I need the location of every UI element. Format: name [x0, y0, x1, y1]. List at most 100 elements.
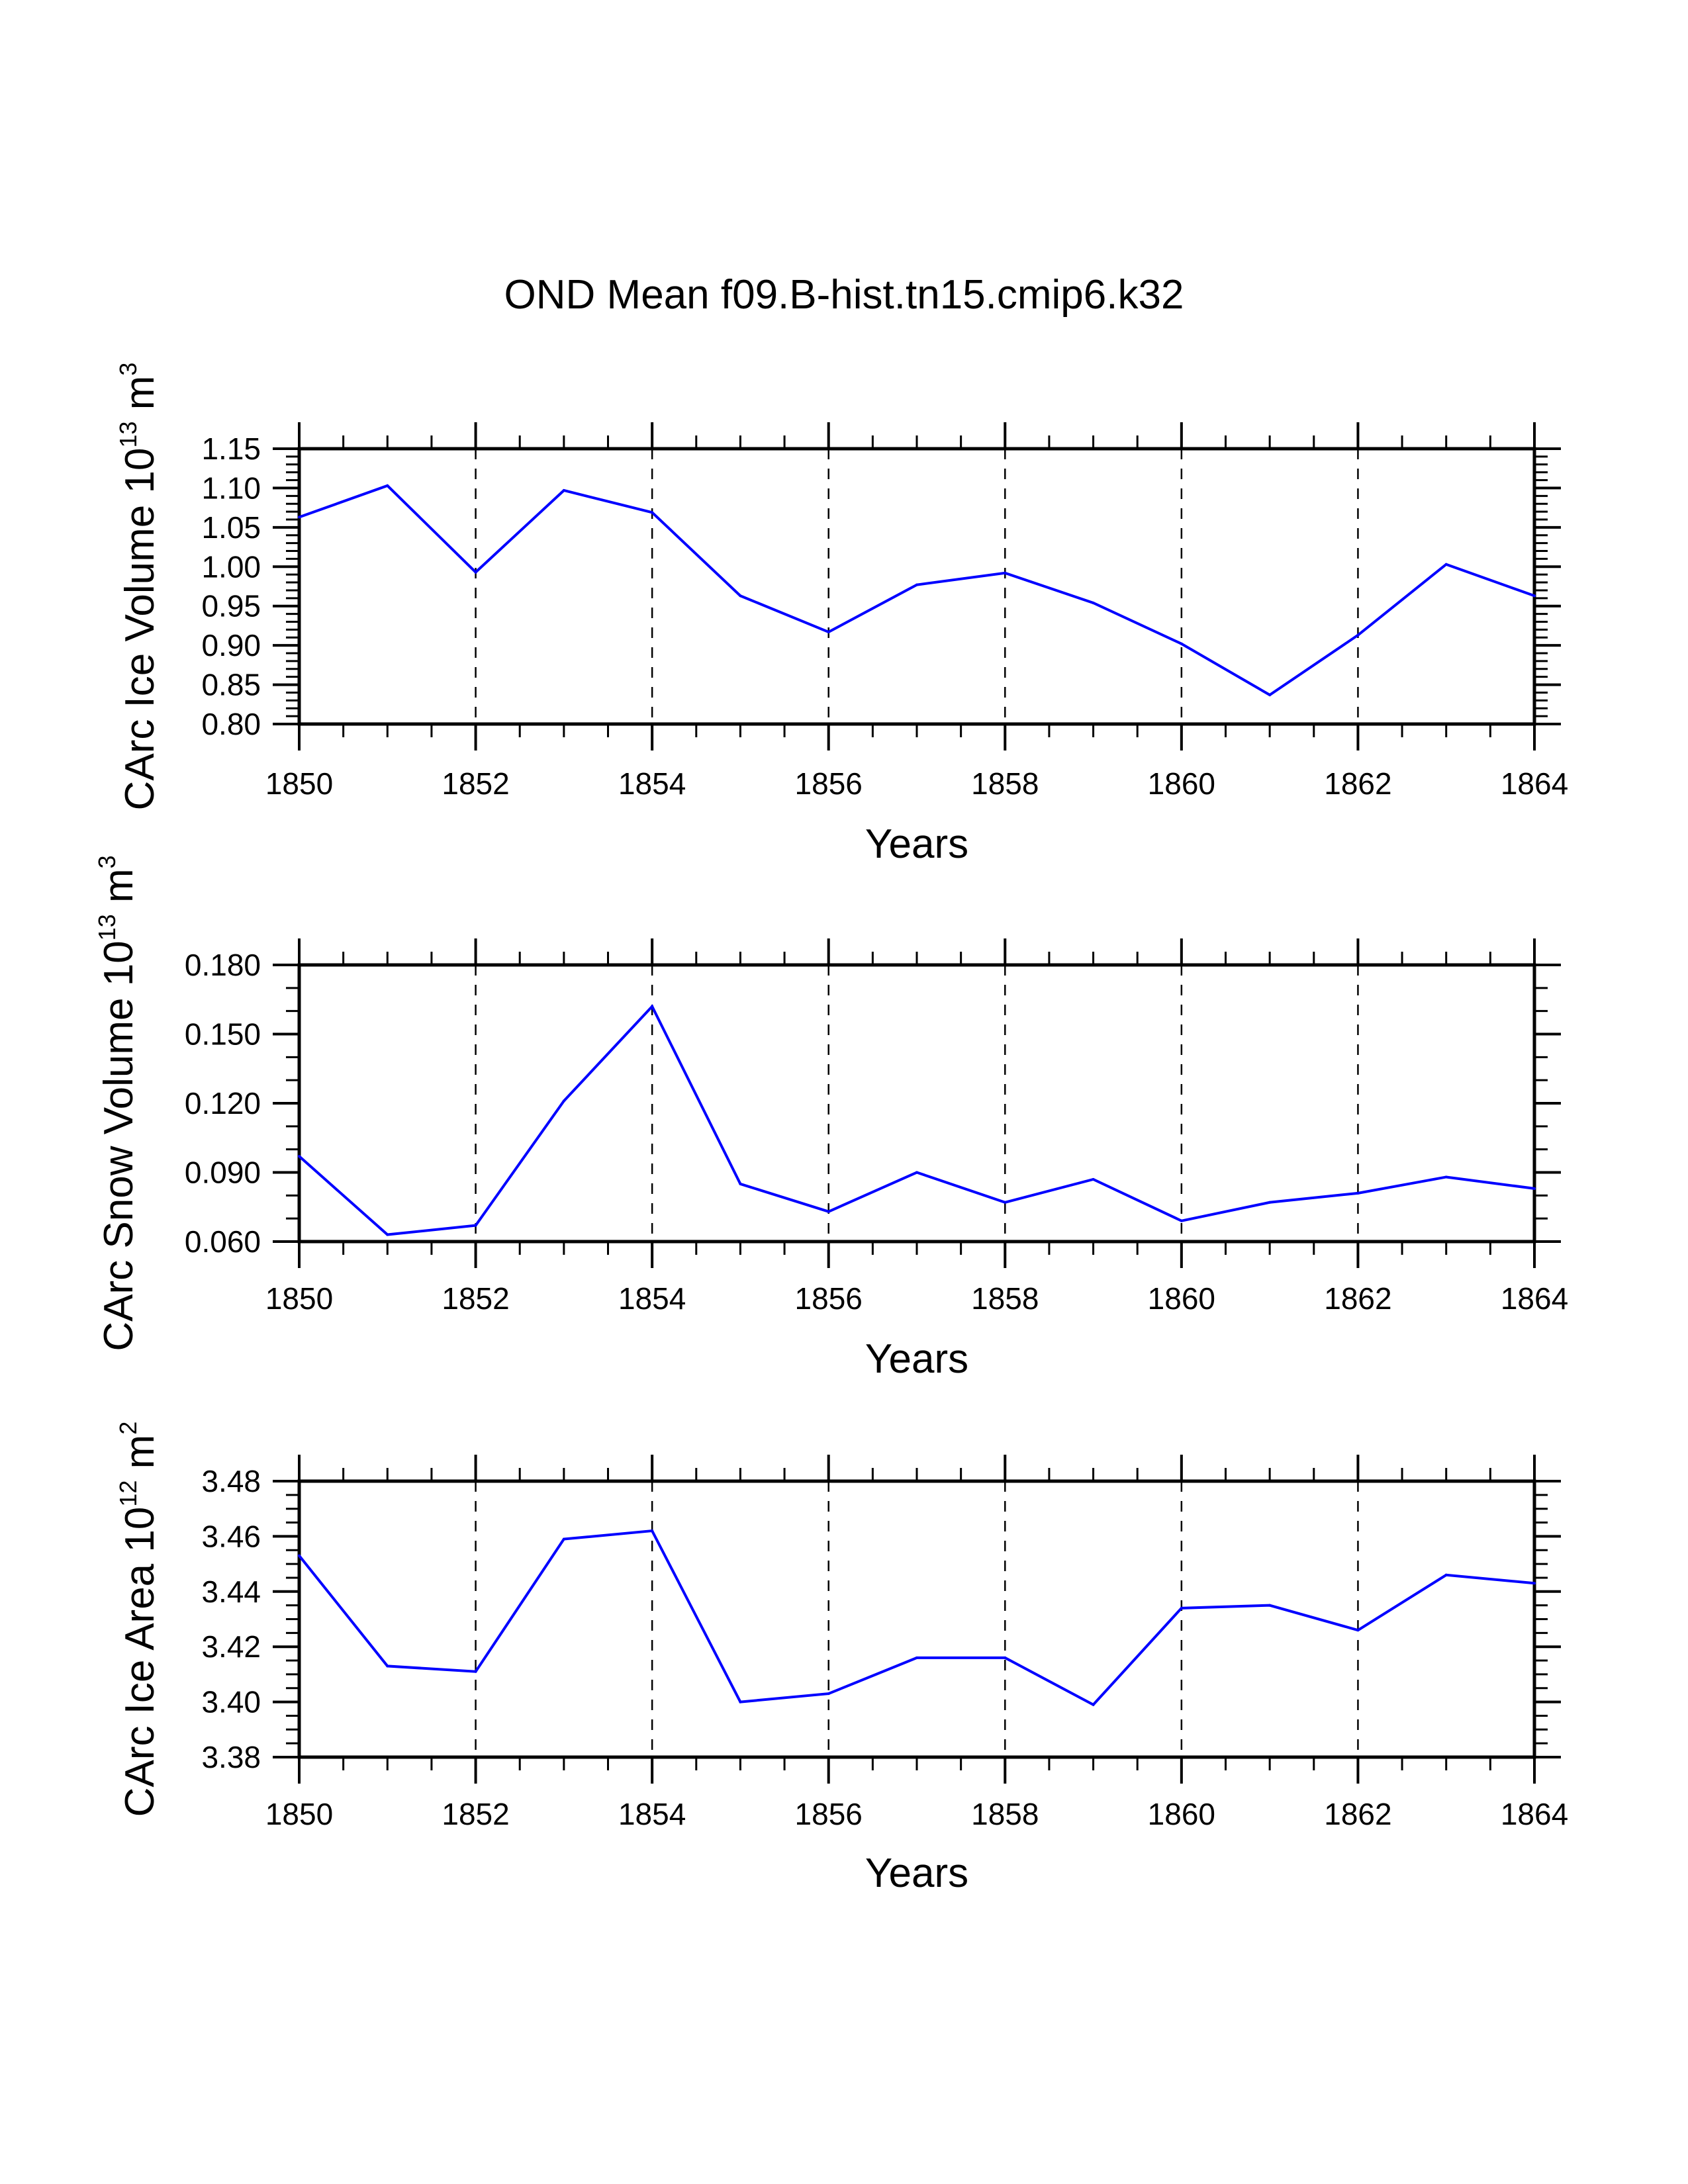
data-point	[562, 1099, 565, 1103]
x-tick-label: 1854	[618, 1281, 686, 1316]
data-point	[915, 1171, 918, 1174]
y-axis-title: CArc Ice Volume 1013 m3	[115, 363, 163, 811]
data-point	[298, 516, 301, 519]
data-point	[1004, 1201, 1007, 1204]
x-tick-label: 1850	[265, 1797, 333, 1831]
plot-frame	[297, 1479, 1536, 1759]
data-point	[827, 630, 830, 633]
y-axis-title-exponent: 13	[93, 914, 120, 940]
data-point	[1092, 601, 1095, 604]
data-point	[1533, 594, 1536, 598]
data-point	[1180, 1219, 1183, 1222]
x-tick-label: 1858	[971, 766, 1039, 801]
data-point	[562, 1537, 565, 1541]
data-point	[651, 1529, 654, 1533]
data-point	[1444, 1175, 1448, 1179]
series-line-2	[298, 1004, 1535, 1236]
x-tick-label: 1860	[1148, 1281, 1215, 1316]
x-tick-label: 1856	[795, 766, 863, 801]
x-tick-label: 1858	[971, 1281, 1039, 1316]
y-tick-label: 1.15	[201, 432, 261, 466]
data-point	[651, 1005, 654, 1008]
data-point	[1004, 571, 1007, 574]
y-axis-title: CArc Ice Area 1012 m2	[115, 1422, 163, 1817]
data-point	[1356, 1629, 1360, 1632]
y-tick-label: 0.80	[201, 707, 261, 741]
y-tick-label: 1.05	[201, 510, 261, 545]
data-point	[915, 1656, 918, 1659]
x-tick-label: 1856	[795, 1797, 863, 1831]
y-axis-title-unit: m	[117, 1435, 163, 1480]
panels: 0.80 0.85 0.90 0.95 1.00 1.05 1.10 1.15 1850 1852…	[93, 363, 1568, 1896]
y-axis-title-main: CArc Snow Volume 10	[96, 940, 142, 1351]
panel-2: 0.060 0.090 0.120 0.150 0.180 1850 1852 1854 185…	[93, 855, 1568, 1382]
x-tick-label: 1862	[1324, 1281, 1391, 1316]
data-point	[739, 594, 742, 598]
x-tick-label: 1860	[1148, 1797, 1215, 1831]
y-tick-label: 0.180	[185, 948, 261, 982]
x-tick-label: 1850	[265, 766, 333, 801]
plot-frame	[297, 963, 1536, 1244]
data-point	[651, 511, 654, 514]
x-axis-title: Years	[865, 1336, 968, 1382]
y-tick-label: 0.85	[201, 668, 261, 702]
x-tick-label: 1864	[1501, 766, 1568, 801]
y-tick-label: 0.060	[185, 1224, 261, 1259]
y-tick-label: 3.38	[201, 1740, 261, 1774]
y-axis-title-unit: m	[117, 376, 163, 422]
data-point	[474, 570, 477, 574]
x-tick-label: 1864	[1501, 1281, 1568, 1316]
data-point	[739, 1700, 742, 1704]
x-tick-label: 1852	[442, 1797, 509, 1831]
y-tick-label: 3.46	[201, 1519, 261, 1553]
data-point	[298, 1155, 301, 1158]
data-point	[739, 1182, 742, 1185]
y-tick-label: 1.00	[201, 549, 261, 584]
data-point	[1092, 1177, 1095, 1181]
y-axis-title-unit-exponent: 3	[93, 855, 120, 868]
y-axis-title-exponent: 13	[115, 421, 142, 447]
x-tick-label: 1852	[442, 766, 509, 801]
data-point	[827, 1210, 830, 1213]
data-point	[1444, 1573, 1448, 1576]
data-point	[827, 1692, 830, 1696]
y-tick-label: 3.40	[201, 1685, 261, 1719]
data-point	[474, 1670, 477, 1673]
y-axis-title-unit-exponent: 3	[115, 363, 142, 376]
x-tick-label: 1856	[795, 1281, 863, 1316]
x-tick-label: 1854	[618, 766, 686, 801]
data-point	[1533, 1187, 1536, 1190]
data-point	[386, 1233, 389, 1236]
y-axis-title-main: CArc Ice Volume 10	[117, 448, 163, 811]
data-point	[386, 1664, 389, 1668]
data-point	[1444, 563, 1448, 566]
data-point	[562, 488, 565, 492]
data-point	[474, 1224, 477, 1227]
x-tick-label: 1864	[1501, 1797, 1568, 1831]
data-point	[1268, 1604, 1272, 1607]
y-axis-title-exponent: 12	[115, 1480, 142, 1507]
y-axis-title-unit-exponent: 2	[115, 1422, 142, 1435]
x-tick-label: 1862	[1324, 1797, 1391, 1831]
series-line-1	[299, 484, 1535, 697]
y-tick-label: 0.120	[185, 1086, 261, 1120]
panel-3: 3.38 3.40 3.42 3.44 3.46 3.48 1850 1852 1854 1856…	[115, 1422, 1568, 1896]
data-point	[915, 583, 918, 586]
data-point	[298, 1554, 301, 1557]
data-point	[1180, 1606, 1183, 1610]
x-tick-label: 1850	[265, 1281, 333, 1316]
data-point	[1004, 1656, 1007, 1659]
data-point	[1268, 694, 1272, 697]
x-tick-label: 1860	[1148, 766, 1215, 801]
x-tick-label: 1858	[971, 1797, 1039, 1831]
y-axis-title-unit: m	[96, 868, 142, 914]
y-tick-label: 0.90	[201, 628, 261, 662]
plot-frame	[297, 447, 1536, 726]
x-tick-label: 1852	[442, 1281, 509, 1316]
data-point	[1180, 642, 1183, 645]
y-tick-label: 0.090	[185, 1156, 261, 1190]
y-axis-title: CArc Snow Volume 1013 m3	[93, 855, 142, 1351]
x-tick-label: 1862	[1324, 766, 1391, 801]
data-point	[386, 484, 389, 487]
